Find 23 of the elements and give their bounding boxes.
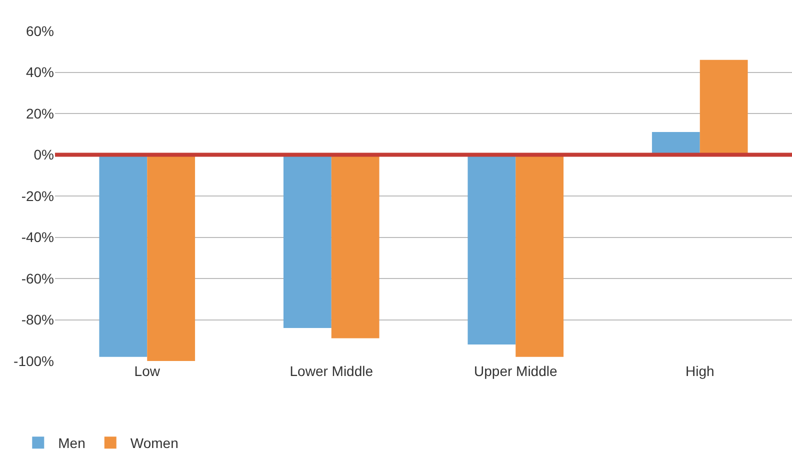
bar xyxy=(147,154,196,361)
legend-label: Women xyxy=(130,435,178,452)
x-tick-label: Low xyxy=(134,363,161,379)
y-tick-label: 0% xyxy=(34,146,54,163)
bar xyxy=(468,154,516,344)
y-tick-label: 40% xyxy=(26,64,54,80)
bar xyxy=(652,132,700,155)
y-tick-label: 20% xyxy=(26,105,54,122)
bar xyxy=(331,154,380,338)
bar xyxy=(700,60,748,155)
x-tick-label: Lower Middle xyxy=(290,363,374,379)
legend-label: Men xyxy=(58,435,86,452)
bar xyxy=(283,154,332,328)
y-tick-label: -20% xyxy=(21,188,54,204)
y-tick-label: -40% xyxy=(21,229,54,246)
y-tick-label: 60% xyxy=(26,22,54,39)
bar xyxy=(516,154,564,357)
y-tick-label: -100% xyxy=(14,352,54,369)
x-tick-label: Upper Middle xyxy=(474,363,558,379)
bar xyxy=(99,154,148,357)
x-tick-label: High xyxy=(685,363,714,379)
y-tick-label: -80% xyxy=(21,312,54,328)
y-tick-label: -60% xyxy=(21,270,54,286)
